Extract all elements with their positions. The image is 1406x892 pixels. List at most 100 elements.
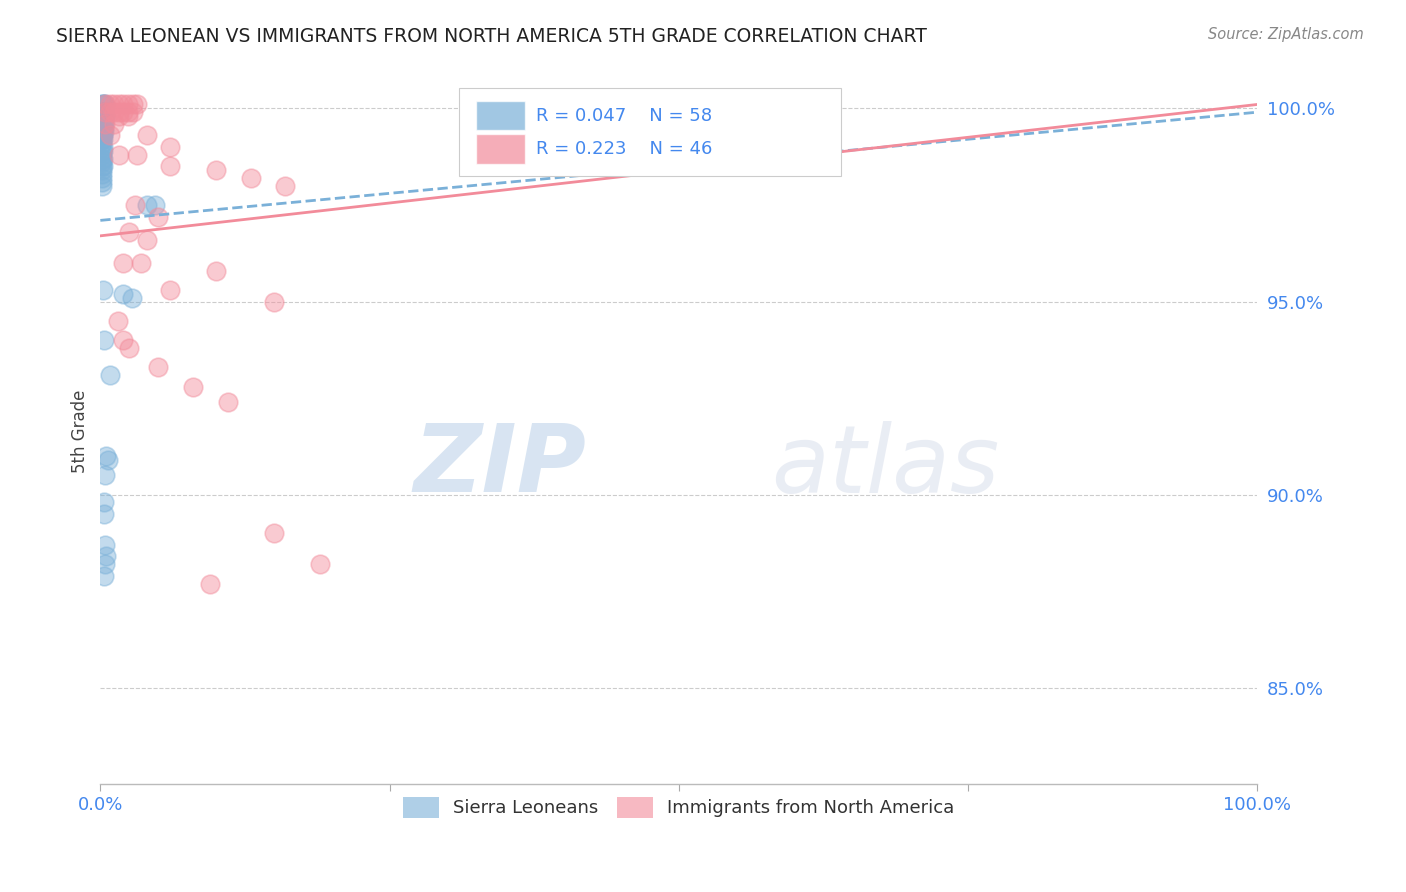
Point bbox=[90, 144, 112, 158]
Point bbox=[135, 128, 157, 143]
Point bbox=[121, 97, 143, 112]
Point bbox=[94, 449, 117, 463]
Point bbox=[94, 117, 117, 131]
Point bbox=[91, 152, 114, 166]
Point bbox=[263, 526, 285, 541]
Point bbox=[217, 395, 239, 409]
Point bbox=[90, 178, 112, 193]
Point bbox=[91, 128, 114, 143]
Point bbox=[205, 263, 228, 277]
Point bbox=[127, 147, 149, 161]
Point bbox=[91, 159, 114, 173]
Point bbox=[91, 109, 114, 123]
Point bbox=[103, 97, 125, 112]
Point bbox=[112, 286, 135, 301]
Point bbox=[148, 360, 170, 375]
Point bbox=[159, 140, 181, 154]
Point bbox=[90, 155, 112, 169]
Point bbox=[200, 576, 222, 591]
Point bbox=[94, 105, 117, 120]
Point bbox=[90, 112, 112, 127]
Point bbox=[263, 294, 285, 309]
Point bbox=[135, 233, 157, 247]
Text: atlas: atlas bbox=[772, 421, 1000, 512]
Point bbox=[90, 132, 112, 146]
Point bbox=[117, 105, 139, 120]
Point bbox=[108, 147, 131, 161]
Point bbox=[91, 140, 114, 154]
Point bbox=[98, 368, 121, 382]
Point bbox=[90, 175, 112, 189]
Point bbox=[90, 128, 112, 143]
Point bbox=[205, 163, 228, 178]
Point bbox=[135, 198, 157, 212]
Point bbox=[121, 105, 143, 120]
Point bbox=[93, 112, 115, 127]
Point bbox=[117, 97, 139, 112]
Point bbox=[90, 163, 112, 178]
Text: R = 0.047    N = 58: R = 0.047 N = 58 bbox=[537, 107, 713, 125]
Point bbox=[112, 105, 135, 120]
Point bbox=[90, 152, 112, 166]
Point bbox=[90, 109, 112, 123]
Point bbox=[274, 178, 297, 193]
Y-axis label: 5th Grade: 5th Grade bbox=[72, 389, 89, 473]
Point bbox=[90, 117, 112, 131]
Point bbox=[93, 109, 115, 123]
Point bbox=[91, 283, 114, 297]
Point bbox=[98, 105, 121, 120]
Text: SIERRA LEONEAN VS IMMIGRANTS FROM NORTH AMERICA 5TH GRADE CORRELATION CHART: SIERRA LEONEAN VS IMMIGRANTS FROM NORTH … bbox=[56, 27, 927, 45]
Point bbox=[103, 117, 125, 131]
Point bbox=[90, 159, 112, 173]
Point bbox=[94, 468, 117, 483]
Point bbox=[98, 128, 121, 143]
Point bbox=[93, 569, 115, 583]
Point bbox=[94, 549, 117, 564]
Point bbox=[121, 291, 143, 305]
Point bbox=[108, 97, 131, 112]
Point bbox=[148, 210, 170, 224]
Point bbox=[94, 538, 117, 552]
Point bbox=[112, 97, 135, 112]
FancyBboxPatch shape bbox=[458, 88, 841, 177]
Point bbox=[91, 120, 114, 135]
Point bbox=[94, 97, 117, 112]
Point bbox=[107, 314, 129, 328]
Point bbox=[93, 507, 115, 521]
Point bbox=[93, 495, 115, 509]
Point bbox=[90, 97, 112, 112]
Point bbox=[90, 170, 112, 185]
Point bbox=[90, 167, 112, 181]
Point bbox=[143, 198, 166, 212]
Point bbox=[91, 124, 114, 138]
Point bbox=[94, 109, 117, 123]
Point bbox=[90, 124, 112, 138]
Point bbox=[159, 283, 181, 297]
Point bbox=[103, 105, 125, 120]
Point bbox=[93, 120, 115, 135]
Point bbox=[124, 198, 146, 212]
Point bbox=[127, 97, 149, 112]
Point bbox=[112, 256, 135, 270]
Point bbox=[159, 159, 181, 173]
Legend: Sierra Leoneans, Immigrants from North America: Sierra Leoneans, Immigrants from North A… bbox=[395, 789, 962, 825]
Point bbox=[181, 379, 204, 393]
Point bbox=[94, 97, 117, 112]
FancyBboxPatch shape bbox=[477, 134, 524, 164]
Point bbox=[118, 341, 141, 355]
Point bbox=[93, 333, 115, 347]
Point bbox=[93, 124, 115, 138]
Point bbox=[94, 558, 117, 572]
Point bbox=[309, 558, 332, 572]
Point bbox=[108, 109, 131, 123]
Point bbox=[93, 117, 115, 131]
Point bbox=[91, 97, 114, 112]
Point bbox=[90, 120, 112, 135]
Text: R = 0.223    N = 46: R = 0.223 N = 46 bbox=[537, 140, 713, 158]
Point bbox=[91, 117, 114, 131]
Point bbox=[93, 97, 115, 112]
Point bbox=[90, 136, 112, 150]
FancyBboxPatch shape bbox=[477, 101, 524, 130]
Point bbox=[129, 256, 152, 270]
Point bbox=[118, 225, 141, 239]
